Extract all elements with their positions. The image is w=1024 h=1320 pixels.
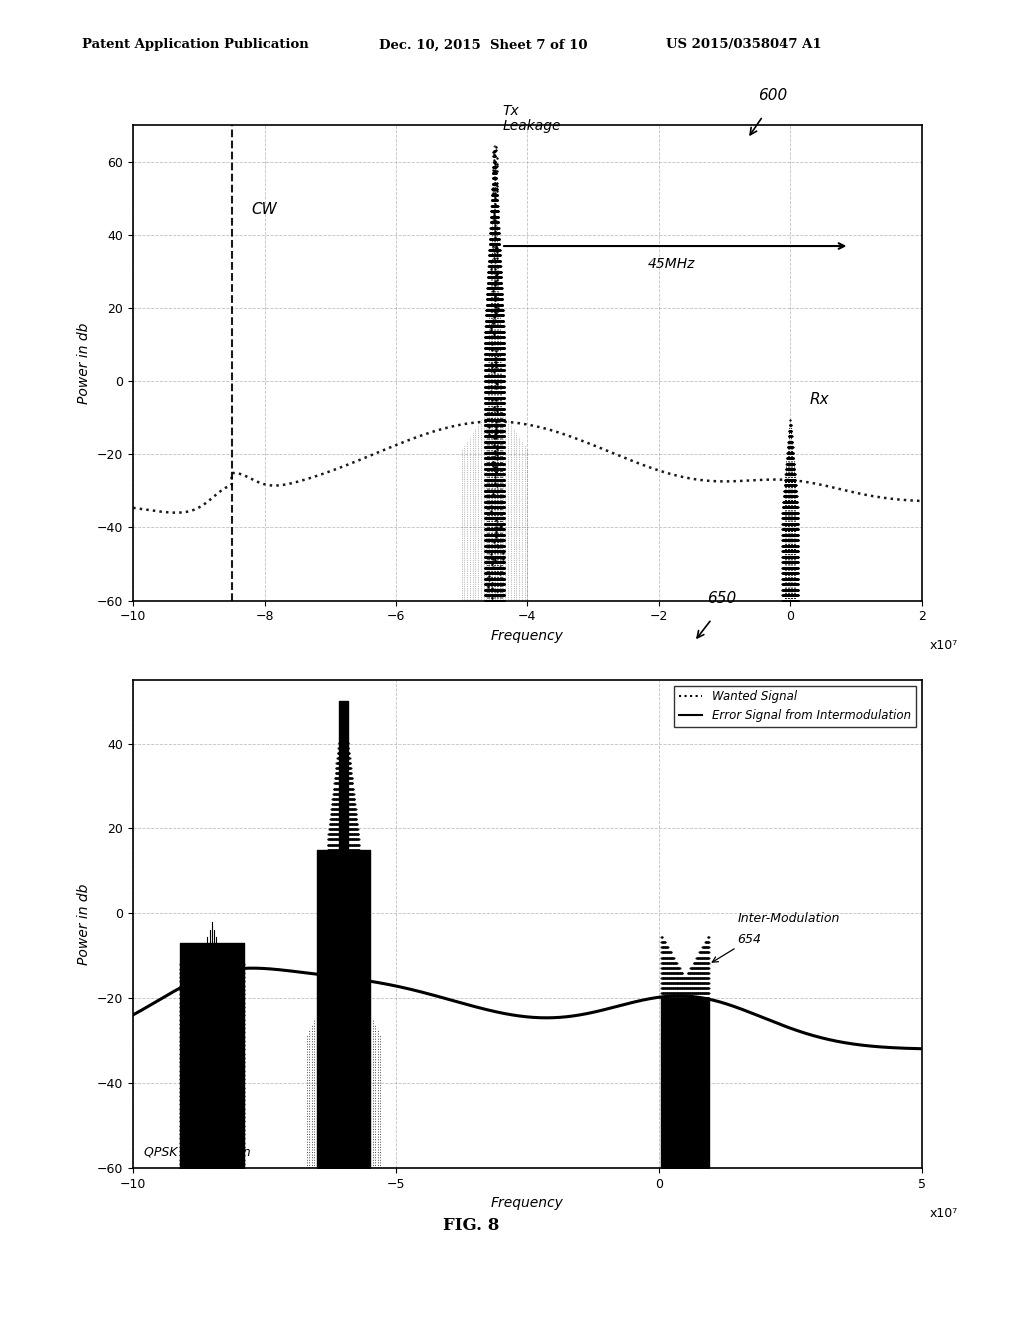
Text: x10⁷: x10⁷ bbox=[930, 639, 957, 652]
Text: 600: 600 bbox=[758, 88, 787, 103]
Text: QPSK Modulation: QPSK Modulation bbox=[143, 1146, 250, 1159]
Text: 654: 654 bbox=[737, 933, 762, 946]
Text: Inter-Modulation: Inter-Modulation bbox=[737, 912, 840, 925]
Text: Tx
Leakage: Tx Leakage bbox=[503, 103, 561, 133]
Text: 650: 650 bbox=[707, 591, 736, 606]
X-axis label: Frequency: Frequency bbox=[490, 1196, 564, 1210]
X-axis label: Frequency: Frequency bbox=[490, 628, 564, 643]
Text: CW: CW bbox=[252, 202, 278, 216]
Text: FIG. 8: FIG. 8 bbox=[442, 1217, 500, 1234]
Y-axis label: Power in db: Power in db bbox=[78, 322, 91, 404]
Text: 45MHz: 45MHz bbox=[648, 257, 695, 271]
Text: Patent Application Publication: Patent Application Publication bbox=[82, 38, 308, 51]
Y-axis label: Power in db: Power in db bbox=[78, 883, 91, 965]
Text: US 2015/0358047 A1: US 2015/0358047 A1 bbox=[666, 38, 821, 51]
Legend: Wanted Signal, Error Signal from Intermodulation: Wanted Signal, Error Signal from Intermo… bbox=[674, 685, 915, 727]
Text: Dec. 10, 2015  Sheet 7 of 10: Dec. 10, 2015 Sheet 7 of 10 bbox=[379, 38, 588, 51]
Text: Rx: Rx bbox=[810, 392, 829, 407]
Text: x10⁷: x10⁷ bbox=[930, 1208, 957, 1220]
